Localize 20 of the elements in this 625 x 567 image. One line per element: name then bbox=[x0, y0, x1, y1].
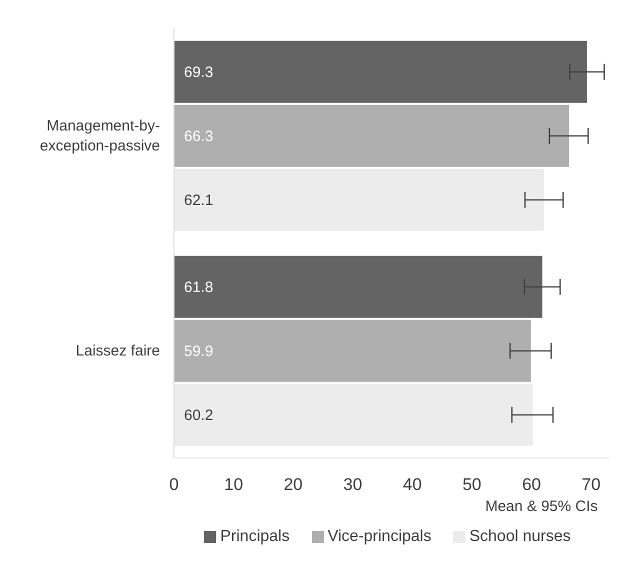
data-label: 61.8 bbox=[184, 279, 214, 296]
y-tick-label: Management-by-exception-passive bbox=[40, 117, 160, 154]
data-label: 62.1 bbox=[184, 192, 214, 210]
data-label: 60.2 bbox=[184, 407, 214, 424]
x-tick-label: 60 bbox=[522, 475, 541, 494]
legend-label: School nurses bbox=[469, 528, 571, 545]
x-tick-label: 70 bbox=[582, 475, 601, 494]
x-tick-label: 20 bbox=[284, 475, 303, 494]
x-axis-title: Mean & 95% CIs bbox=[485, 498, 598, 515]
legend-label: Vice-principals bbox=[328, 528, 432, 545]
x-tick-label: 10 bbox=[224, 475, 244, 494]
x-tick-label: 0 bbox=[169, 475, 179, 494]
data-label: 66.3 bbox=[184, 128, 214, 146]
data-label: 69.3 bbox=[184, 64, 214, 82]
legend-label: Principals bbox=[220, 528, 290, 545]
y-tick-label: Laissez faire bbox=[76, 342, 160, 359]
x-tick-label: 30 bbox=[343, 475, 362, 494]
x-tick-label: 50 bbox=[462, 475, 482, 494]
x-tick-label: 40 bbox=[402, 475, 422, 494]
data-label: 59.9 bbox=[184, 343, 214, 360]
